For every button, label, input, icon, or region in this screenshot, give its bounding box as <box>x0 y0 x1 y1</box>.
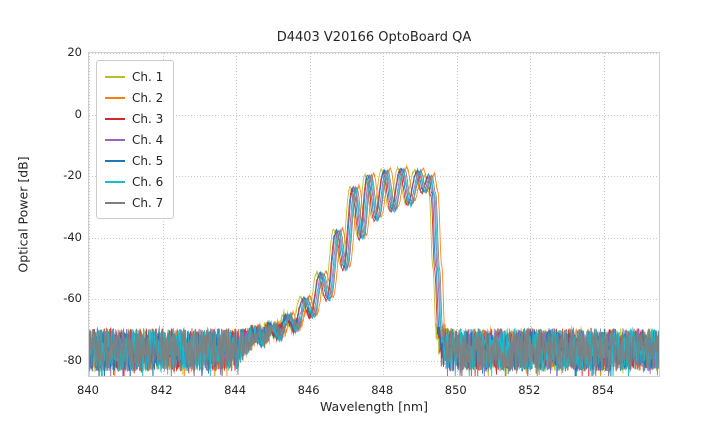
x-tick-label: 854 <box>591 383 614 397</box>
legend-item: Ch. 1 <box>105 66 163 87</box>
x-tick-label: 844 <box>224 383 247 397</box>
legend-item: Ch. 5 <box>105 150 163 171</box>
legend: Ch. 1 Ch. 2 Ch. 3 Ch. 4 Ch. 5 Ch. 6 Ch. 7 <box>96 60 175 219</box>
x-tick-label: 840 <box>77 383 99 397</box>
y-tick-label: -20 <box>63 168 82 183</box>
x-tick-label: 850 <box>444 383 467 397</box>
x-tick-label: 848 <box>371 383 394 397</box>
legend-line-swatch <box>105 117 125 120</box>
legend-item-label: Ch. 3 <box>132 111 164 126</box>
legend-item-label: Ch. 6 <box>132 174 164 189</box>
legend-item: Ch. 7 <box>105 192 163 213</box>
legend-item: Ch. 4 <box>105 129 163 150</box>
spectrum-canvas <box>89 53 659 376</box>
legend-item-label: Ch. 5 <box>132 153 164 168</box>
plot-area <box>88 52 660 377</box>
legend-item-label: Ch. 2 <box>132 90 164 105</box>
x-tick-label: 852 <box>518 383 541 397</box>
legend-line-swatch <box>105 96 125 99</box>
legend-line-swatch <box>105 159 125 162</box>
x-tick-label: 846 <box>297 383 320 397</box>
y-tick-label: 20 <box>67 45 82 59</box>
legend-item: Ch. 3 <box>105 108 163 129</box>
x-tick-label: 842 <box>150 383 173 397</box>
y-tick-label: -80 <box>63 352 82 367</box>
y-tick-label: 0 <box>74 106 82 121</box>
legend-line-swatch <box>105 75 125 78</box>
legend-item: Ch. 2 <box>105 87 163 108</box>
legend-item-label: Ch. 4 <box>132 132 164 147</box>
y-tick-label: -40 <box>63 229 82 244</box>
legend-line-swatch <box>105 138 125 141</box>
legend-line-swatch <box>105 180 125 183</box>
legend-item-label: Ch. 1 <box>132 69 164 84</box>
legend-line-swatch <box>105 201 125 204</box>
x-axis-label: Wavelength [nm] <box>320 399 428 414</box>
legend-item-label: Ch. 7 <box>132 195 164 210</box>
legend-item: Ch. 6 <box>105 171 163 192</box>
y-axis-label: Optical Power [dB] <box>15 156 31 273</box>
chart-title: D4403 V20166 OptoBoard QA <box>276 30 472 45</box>
y-tick-label: -60 <box>63 291 82 306</box>
